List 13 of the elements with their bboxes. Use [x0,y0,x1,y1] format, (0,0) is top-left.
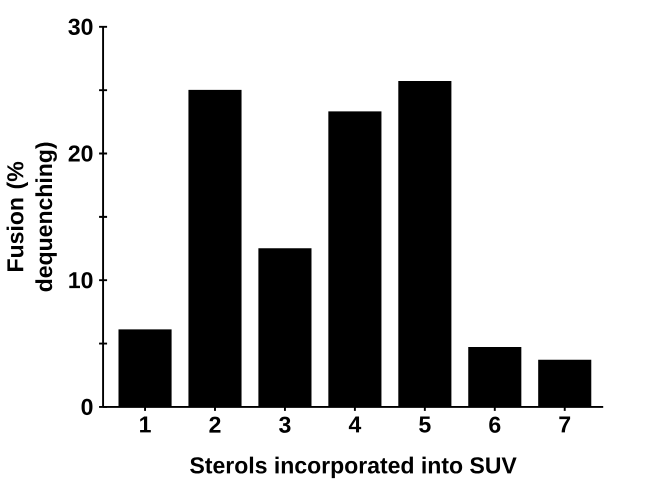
x-tick-label: 5 [419,416,431,433]
x-axis-title: Sterols incorporated into SUV [190,456,517,478]
x-tick-label: 6 [489,416,500,433]
y-tick-label: 0 [82,398,92,416]
y-axis-title: Fusion (% dequenching) [6,142,57,292]
x-tick-label: 4 [348,416,362,432]
x-tick-label: 7 [559,416,570,432]
x-tick-label: 2 [209,416,220,433]
x-tick-label: 3 [279,416,290,433]
y-tick-label: 10 [69,272,92,288]
y-tick-label: 20 [68,145,92,162]
y-tick-label: 30 [68,18,92,35]
x-tick-label: 1 [140,416,151,432]
